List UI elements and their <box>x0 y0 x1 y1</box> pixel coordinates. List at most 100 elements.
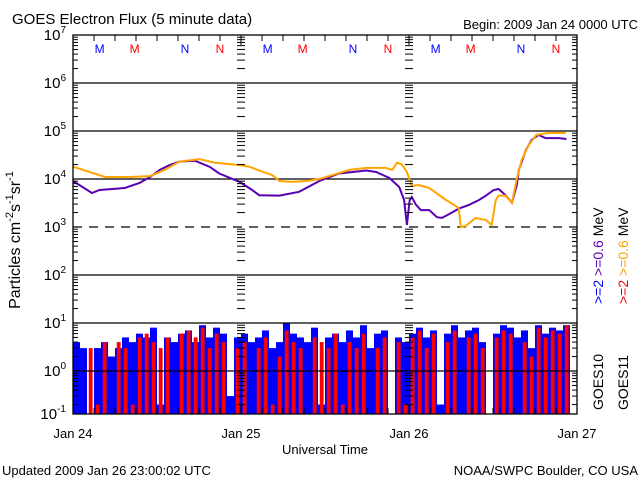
bar-goes11-2mev <box>123 348 128 414</box>
bar-goes11-2mev <box>564 325 569 414</box>
bar-goes11-2mev <box>494 337 499 414</box>
bar-goes11-2mev <box>473 333 478 414</box>
x-tick-label: Jan 27 <box>557 426 596 441</box>
bar-goes11-2mev <box>186 330 191 414</box>
bar-goes10-2mev <box>94 348 101 414</box>
bar-series-group <box>73 323 570 414</box>
bar-goes11-2mev <box>158 348 163 414</box>
y-tick-label: 104 <box>44 169 67 188</box>
marker-n: N <box>216 42 225 56</box>
marker-n: N <box>349 42 358 56</box>
bar-goes11-2mev <box>529 356 534 414</box>
bar-goes11-2mev <box>214 333 219 414</box>
marker-m: M <box>130 42 140 56</box>
bar-goes11-2mev <box>445 342 450 414</box>
bar-goes11-2mev <box>452 330 457 414</box>
y-axis-label: Particles cm-2s-1sr-1 <box>4 171 24 309</box>
x-axis-label: Universal Time <box>282 442 368 457</box>
bar-goes11-2mev <box>179 333 184 414</box>
bar-goes10-2mev <box>227 396 234 414</box>
legend-energy-goes11: >=2 >=0.6 MeV <box>615 207 631 304</box>
bar-goes11-2mev <box>396 342 401 414</box>
legend-energy-goes10: >=2 >=0.6 MeV <box>590 207 606 304</box>
marker-n: N <box>517 42 526 56</box>
bar-goes11-2mev <box>550 330 555 414</box>
bar-goes11-2mev <box>137 337 142 414</box>
bar-goes11-2mev <box>116 342 121 414</box>
marker-m: M <box>95 42 105 56</box>
bar-goes11-2mev <box>193 337 198 414</box>
bar-goes11-2mev <box>375 348 380 414</box>
bar-goes10-2mev <box>129 342 136 414</box>
bar-goes11-2mev <box>480 348 485 414</box>
credit-text: NOAA/SWPC Boulder, CO USA <box>454 463 639 478</box>
bar-goes11-2mev <box>151 342 156 414</box>
y-tick-label: 103 <box>44 217 67 236</box>
x-tick-label: Jan 26 <box>389 426 428 441</box>
x-tick-label: Jan 24 <box>53 426 92 441</box>
bar-goes11-2mev <box>207 348 212 414</box>
bar-goes11-2mev <box>291 342 296 414</box>
bar-goes11-2mev <box>221 342 226 414</box>
y-tick-label: 105 <box>44 121 67 140</box>
bar-goes11-2mev <box>235 348 240 414</box>
bar-goes11-2mev <box>347 342 352 414</box>
marker-n: N <box>552 42 561 56</box>
bar-goes11-2mev <box>256 348 261 414</box>
bar-goes10-2mev <box>171 342 178 414</box>
y-tick-label: 10-1 <box>40 404 66 423</box>
y-tick-label: 102 <box>44 265 67 284</box>
bar-goes11-2mev <box>165 337 170 414</box>
bar-goes11-2mev <box>466 337 471 414</box>
bar-goes11-2mev <box>382 337 387 414</box>
y-tick-label: 101 <box>44 313 67 332</box>
y-tick-label: 106 <box>44 73 67 92</box>
bar-goes11-2mev <box>319 342 324 414</box>
line-goes10-0.6mev <box>73 133 567 226</box>
bar-goes11-2mev <box>144 333 149 414</box>
bar-goes11-2mev <box>263 337 268 414</box>
bar-goes11-2mev <box>522 342 527 414</box>
bar-goes10-2mev <box>367 348 374 414</box>
bar-goes11-2mev <box>95 404 100 414</box>
updated-timestamp: Updated 2009 Jan 26 23:00:02 UTC <box>2 463 211 478</box>
marker-m: M <box>466 42 476 56</box>
bar-goes11-2mev <box>403 404 408 414</box>
bar-goes10-2mev <box>108 356 115 414</box>
x-tick-label: Jan 25 <box>221 426 260 441</box>
marker-n: N <box>384 42 393 56</box>
bar-goes11-2mev <box>431 333 436 414</box>
bar-goes11-2mev <box>284 330 289 414</box>
bar-goes10-2mev <box>80 348 87 414</box>
marker-m: M <box>263 42 273 56</box>
bar-goes11-2mev <box>130 404 135 414</box>
legend-goes11: GOES11 <box>615 355 631 410</box>
bar-goes10-2mev <box>514 337 521 414</box>
marker-n: N <box>181 42 190 56</box>
bar-goes11-2mev <box>417 330 422 414</box>
y-tick-label: 100 <box>44 361 67 380</box>
bar-goes10-2mev <box>437 404 444 414</box>
marker-m: M <box>431 42 441 56</box>
bar-goes11-2mev <box>298 348 303 414</box>
bar-goes10-2mev <box>304 342 311 414</box>
bar-goes11-2mev <box>277 356 282 414</box>
bar-goes11-2mev <box>543 337 548 414</box>
bar-goes11-2mev <box>424 348 429 414</box>
legend-goes10: GOES10 <box>590 354 606 410</box>
bar-goes11-2mev <box>340 404 345 414</box>
bar-goes11-2mev <box>88 348 93 414</box>
plot-area <box>72 34 578 415</box>
bar-goes10-2mev <box>269 348 276 414</box>
bar-goes10-2mev <box>339 342 346 414</box>
bar-goes11-2mev <box>501 330 506 414</box>
bar-goes11-2mev <box>326 348 331 414</box>
bar-goes11-2mev <box>508 333 513 414</box>
bar-goes10-2mev <box>458 337 465 414</box>
bar-goes11-2mev <box>333 333 338 414</box>
line-goes11-0.6mev <box>73 132 566 229</box>
bar-goes11-2mev <box>361 333 366 414</box>
chart-title: GOES Electron Flux (5 minute data) <box>12 11 252 28</box>
bar-goes11-2mev <box>354 348 359 414</box>
